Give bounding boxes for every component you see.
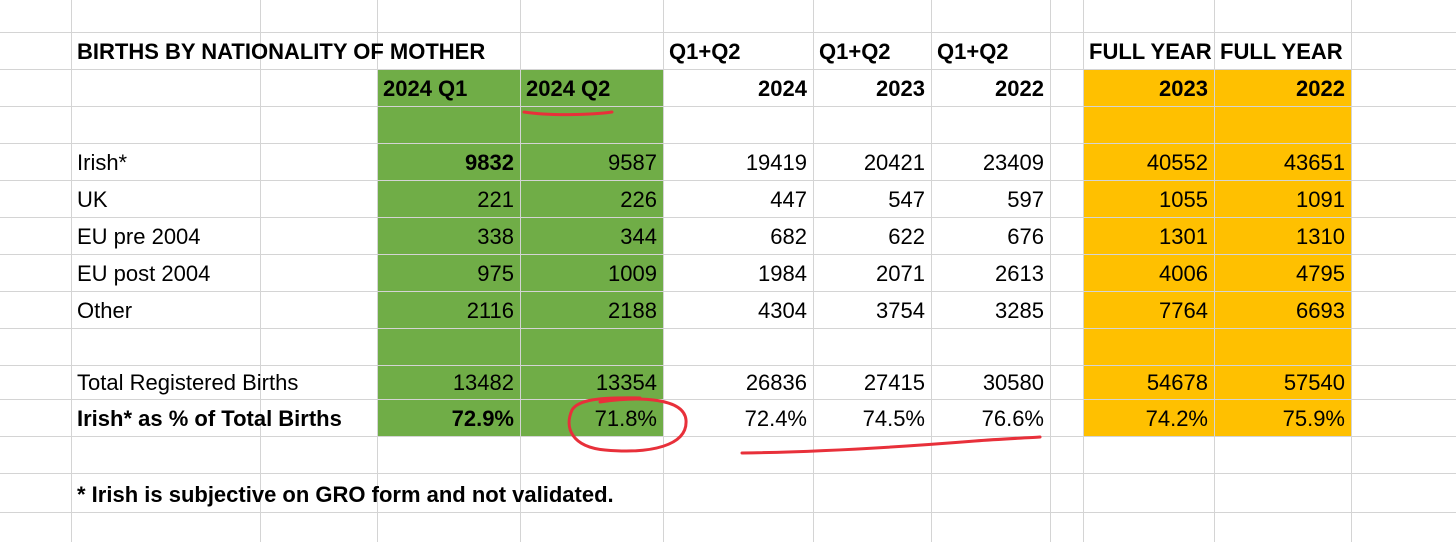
table-cell[interactable]: 2613: [995, 260, 1044, 286]
pct-cell[interactable]: 76.6%: [981, 405, 1044, 431]
total-cell[interactable]: 27415: [863, 370, 925, 395]
table-cell[interactable]: 447: [770, 186, 807, 212]
table-cell[interactable]: 9832: [465, 149, 514, 175]
pct-cell[interactable]: 72.4%: [744, 405, 807, 431]
underline-q1q2-row: [740, 435, 1042, 455]
pct-row-label[interactable]: Irish* as % of Total Births: [77, 405, 342, 431]
table-cell[interactable]: 4795: [1296, 260, 1345, 286]
total-cell[interactable]: 54678: [1146, 370, 1208, 395]
total-row-label[interactable]: Total Registered Births: [77, 370, 299, 395]
table-cell[interactable]: 4006: [1159, 260, 1208, 286]
table-cell[interactable]: 221: [477, 186, 514, 212]
group-header-q1q2-2023[interactable]: Q1+Q2: [819, 39, 891, 64]
table-cell[interactable]: 338: [477, 223, 514, 249]
table-cell[interactable]: 622: [888, 223, 925, 249]
group-header-q1q2-2024[interactable]: Q1+Q2: [669, 39, 741, 64]
table-cell[interactable]: 20421: [863, 149, 925, 175]
table-cell[interactable]: 676: [1007, 223, 1044, 249]
table-cell[interactable]: 3754: [876, 297, 925, 323]
table-cell[interactable]: 19419: [745, 149, 807, 175]
table-cell[interactable]: 597: [1007, 186, 1044, 212]
orange-highlight-full-year: [1083, 69, 1351, 436]
total-cell[interactable]: 30580: [982, 370, 1044, 395]
footnote[interactable]: * Irish is subjective on GRO form and no…: [77, 481, 614, 507]
table-cell[interactable]: 3285: [995, 297, 1044, 323]
pct-cell[interactable]: 72.9%: [451, 405, 514, 431]
table-cell[interactable]: 2071: [876, 260, 925, 286]
table-cell[interactable]: 547: [888, 186, 925, 212]
col-header-2023[interactable]: 2023: [876, 76, 925, 101]
table-cell[interactable]: 1009: [608, 260, 657, 286]
group-header-q1q2-2022[interactable]: Q1+Q2: [937, 39, 1009, 64]
col-header-2024-q2[interactable]: 2024 Q2: [526, 76, 611, 101]
col-header-full-2023[interactable]: 2023: [1159, 76, 1208, 101]
group-header-full-year-2023[interactable]: FULL YEAR: [1089, 39, 1212, 64]
table-cell[interactable]: 40552: [1146, 149, 1208, 175]
table-cell[interactable]: 9587: [608, 149, 657, 175]
table-cell[interactable]: 23409: [982, 149, 1044, 175]
pct-cell[interactable]: 74.5%: [862, 405, 925, 431]
total-cell[interactable]: 26836: [745, 370, 807, 395]
pct-cell[interactable]: 75.9%: [1282, 405, 1345, 431]
table-cell[interactable]: 226: [620, 186, 657, 212]
table-cell[interactable]: 1055: [1159, 186, 1208, 212]
table-cell[interactable]: 975: [477, 260, 514, 286]
row-label[interactable]: Irish*: [77, 149, 128, 175]
table-cell[interactable]: 43651: [1283, 149, 1345, 175]
table-cell[interactable]: 1310: [1296, 223, 1345, 249]
table-cell[interactable]: 2188: [608, 297, 657, 323]
circle-71-8-percent: [567, 396, 688, 453]
pct-cell[interactable]: 71.8%: [594, 405, 657, 431]
row-label[interactable]: UK: [77, 186, 108, 212]
total-cell[interactable]: 57540: [1283, 370, 1345, 395]
total-cell[interactable]: 13482: [452, 370, 514, 395]
group-header-full-year-2022[interactable]: FULL YEAR: [1220, 39, 1343, 64]
table-cell[interactable]: 344: [620, 223, 657, 249]
table-cell[interactable]: 1984: [758, 260, 807, 286]
col-header-2024[interactable]: 2024: [758, 76, 807, 101]
table-cell[interactable]: 1301: [1159, 223, 1208, 249]
table-cell[interactable]: 6693: [1296, 297, 1345, 323]
row-label[interactable]: EU pre 2004: [77, 223, 201, 249]
row-label[interactable]: EU post 2004: [77, 260, 211, 286]
table-cell[interactable]: 2116: [466, 297, 514, 323]
col-header-2024-q1[interactable]: 2024 Q1: [383, 76, 468, 101]
col-header-2022[interactable]: 2022: [995, 76, 1044, 101]
row-label[interactable]: Other: [77, 297, 133, 323]
table-cell[interactable]: 4304: [758, 297, 807, 323]
sheet-title[interactable]: BIRTHS BY NATIONALITY OF MOTHER: [77, 39, 486, 64]
table-cell[interactable]: 682: [770, 223, 807, 249]
total-cell[interactable]: 13354: [595, 370, 657, 395]
table-cell[interactable]: 1091: [1296, 186, 1345, 212]
underline-2024-q2: [522, 110, 614, 117]
pct-cell[interactable]: 74.2%: [1145, 405, 1208, 431]
table-cell[interactable]: 7764: [1159, 297, 1208, 323]
col-header-full-2022[interactable]: 2022: [1296, 76, 1345, 101]
